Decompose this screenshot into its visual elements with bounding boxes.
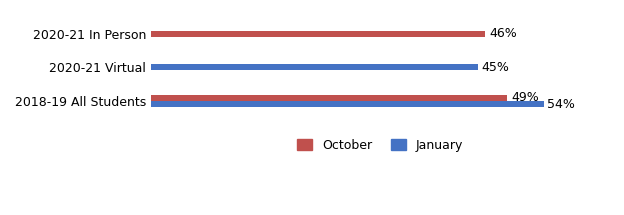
Bar: [151, 64, 478, 70]
Bar: [151, 101, 544, 107]
Text: 49%: 49%: [511, 91, 539, 104]
Bar: [151, 31, 485, 37]
Text: 45%: 45%: [482, 61, 510, 74]
Text: 54%: 54%: [547, 98, 575, 111]
Bar: [151, 95, 507, 101]
Text: 46%: 46%: [489, 27, 517, 40]
Legend: October, January: October, January: [292, 134, 468, 157]
